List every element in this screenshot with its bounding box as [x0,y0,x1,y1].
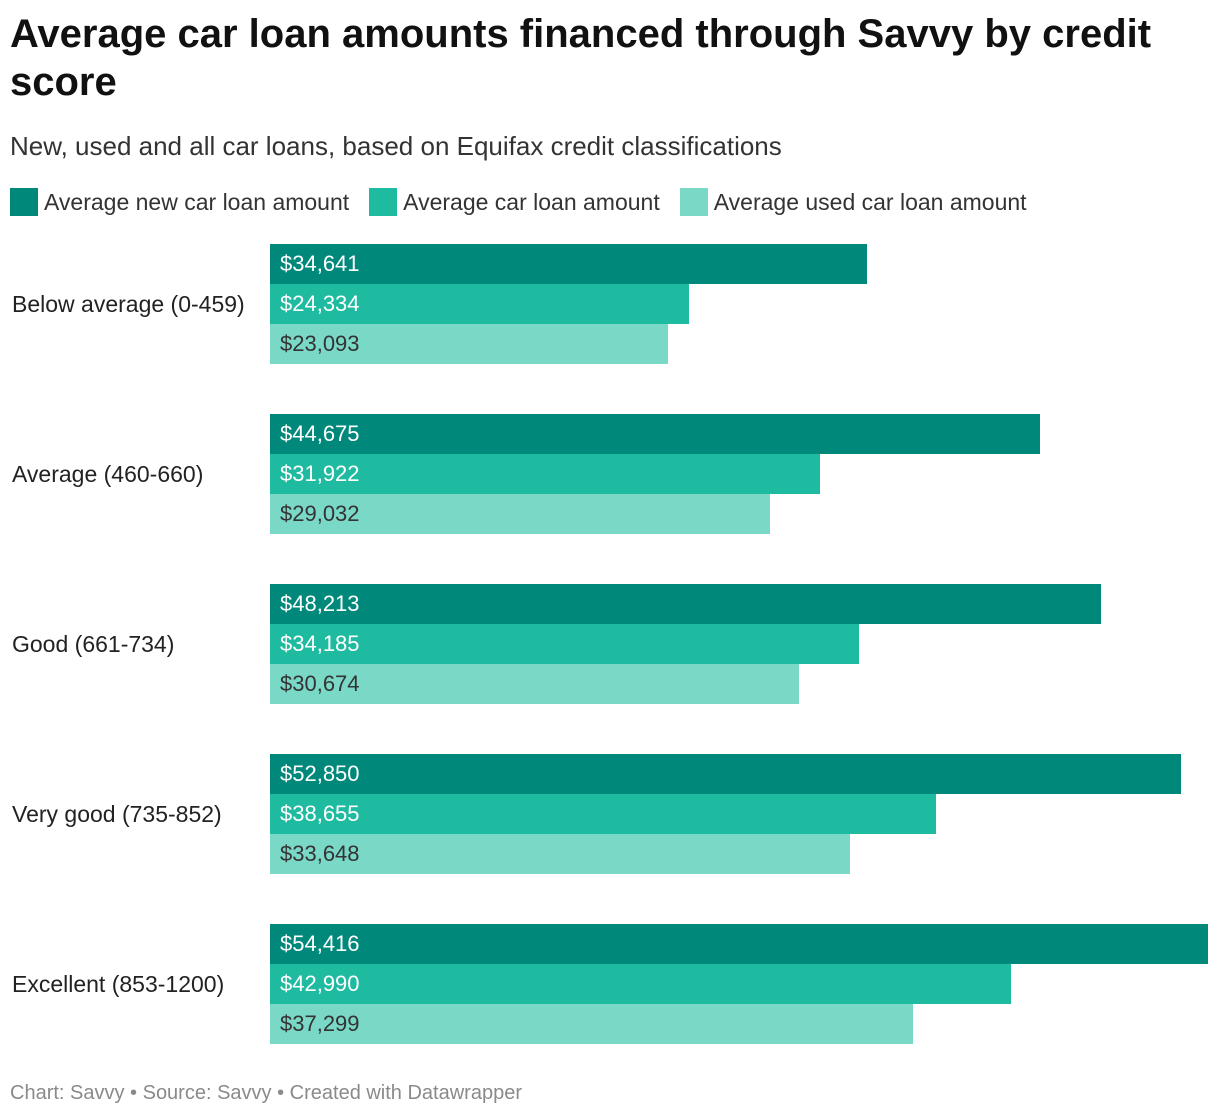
plot-area: Below average (0-459) $34,641 $24,334 $23,0… [0,230,1220,1060]
bar-new: $44,675 [270,414,1041,454]
bar-value-label: $44,675 [280,421,360,446]
bar-all: $42,990 [270,964,1012,1004]
bar-value-label: $34,641 [280,251,360,276]
legend-item-used: Average used car loan amount [679,184,1027,220]
legend-swatch-used [679,188,708,216]
bar-value-label: $23,093 [280,331,360,356]
bar-value-label: $33,648 [280,841,360,866]
bar-value-label: $42,990 [280,971,360,996]
bar-value-label: $30,674 [280,671,360,696]
bar-value-label: $52,850 [280,761,360,786]
category-label: Average (460-660) [12,461,204,487]
category-label: Good (661-734) [12,631,175,657]
bar-used: $33,648 [270,834,850,874]
category-label: Very good (735-852) [12,801,222,827]
bar-all: $31,922 [270,454,821,494]
legend-swatch-new [10,188,38,216]
bar-value-label: $31,922 [280,461,360,486]
category-group: Excellent (853-1200) $54,416 $42,990 $37,29… [0,924,1220,1044]
legend-swatch-all [369,188,398,216]
legend-label-used: Average used car loan amount [713,189,1027,215]
bar-used: $23,093 [270,324,669,364]
chart-title: Average car loan amounts financed throug… [10,12,1152,104]
legend-label-new: Average new car loan amount [44,189,350,215]
bar-new: $54,416 [270,924,1208,964]
bar-value-label: $54,416 [280,931,360,956]
bar-all: $38,655 [270,794,937,834]
bar-value-label: $48,213 [280,591,360,616]
category-group: Below average (0-459) $34,641 $24,334 $23,0… [0,244,1220,364]
category-group: Average (460-660) $44,675 $31,922 $29,032 [0,414,1220,534]
legend-label-all: Average car loan amount [403,189,660,215]
category-label: Excellent (853-1200) [12,971,225,997]
bar-all: $24,334 [270,284,690,324]
category-group: Very good (735-852) $52,850 $38,655 $33,648 [0,754,1220,874]
bar-new: $48,213 [270,584,1102,624]
chart-subtitle: New, used and all car loans, based on Eq… [10,131,782,161]
legend-item-all: Average car loan amount [369,184,660,220]
bar-used: $37,299 [270,1004,913,1044]
bar-new: $34,641 [270,244,868,284]
bar-new: $52,850 [270,754,1181,794]
bar-value-label: $37,299 [280,1011,360,1036]
legend: Average new car loan amount Average car … [10,184,1047,220]
bar-value-label: $24,334 [280,291,360,316]
legend-item-new: Average new car loan amount [10,184,349,220]
category-group: Good (661-734) $48,213 $34,185 $30,674 [0,584,1220,704]
bar-value-label: $34,185 [280,631,360,656]
category-label: Below average (0-459) [12,291,245,317]
bar-value-label: $38,655 [280,801,360,826]
bar-used: $30,674 [270,664,799,704]
chart-footer: Chart: Savvy • Source: Savvy • Created w… [10,1082,522,1104]
bar-value-label: $29,032 [280,501,360,526]
bar-all: $34,185 [270,624,860,664]
bar-used: $29,032 [270,494,771,534]
